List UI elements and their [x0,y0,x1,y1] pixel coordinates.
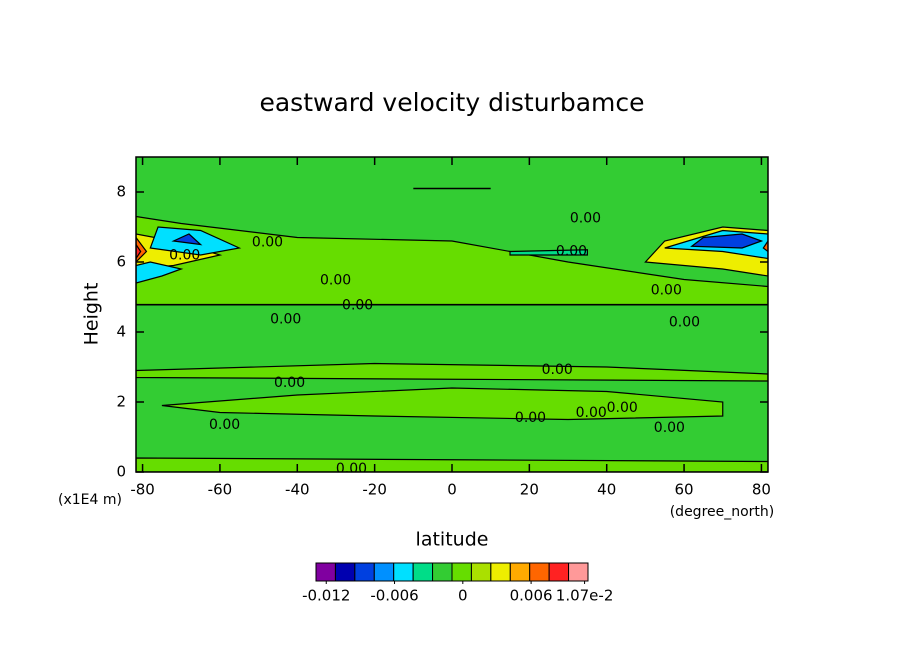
x-tick-label: 60 [675,481,694,499]
y-axis-unit: (x1E4 m) [58,492,122,508]
colorbar-swatch [451,562,472,582]
x-axis-label: latitude [416,529,489,551]
colorbar-swatch [529,562,550,582]
x-tick-label: 20 [520,481,539,499]
contour-label: 0.00 [654,420,685,436]
contour-label: 0.00 [542,362,573,378]
x-tick-label: -20 [362,481,387,499]
plot-area: 0.000.000.00 0.000.000.000.000.00 0.000.00… [136,157,768,477]
colorbar-swatch [334,562,356,582]
contour-label: 0.00 [209,417,240,433]
colorbar-swatch [354,562,375,582]
x-tick-label: 40 [597,481,616,499]
x-tick-label: -40 [285,481,310,499]
contour-label: 0.00 [651,282,682,298]
colorbar-tick-label: -0.006 [370,587,418,605]
y-tick-label: 4 [116,323,126,341]
colorbar-swatch [315,562,336,582]
colorbar-swatch [548,562,570,582]
contour-label: 0.00 [169,247,200,263]
colorbar-tick-label: -0.012 [302,587,350,605]
colorbar-swatch [412,562,434,582]
x-tick-label: 0 [447,481,457,499]
colorbar-swatch [470,562,492,582]
contour-region [762,239,768,253]
contour-label: 0.00 [270,311,301,327]
contour-label: 0.00 [274,375,305,391]
colorbar-swatch [568,562,589,582]
field-background [136,157,768,472]
contour-region [136,261,184,284]
contour-label: 0.00 [320,273,351,289]
contour-label: 0.00 [336,461,367,477]
contour-label: 0.00 [576,405,607,421]
colorbar-swatch [373,562,395,582]
y-axis-label: Height [81,283,103,346]
contour-label: 0.00 [342,297,373,313]
colorbar-tick-label: 1.07e-2 [556,587,614,605]
colorbar-swatch [432,562,453,582]
contour-region [690,233,764,249]
contour-region [136,243,142,260]
x-axis-unit: (degree_north) [670,504,775,520]
chart-title: eastward velocity disturbamce [259,88,644,117]
contour-label: 0.00 [515,410,546,426]
y-tick-label: 0 [116,463,126,481]
colorbar-tick-label: 0.006 [510,587,553,605]
contour-label: 0.00 [607,400,638,416]
contour-region [171,233,203,246]
x-tick-label: 80 [752,481,771,499]
contour-region [136,236,148,263]
colorbar-tick-label: 0 [458,587,468,605]
contour-label: 0.00 [556,244,587,260]
y-tick-label: 2 [116,393,126,411]
contour-region [509,249,588,256]
colorbar-swatch [509,562,531,582]
contour-region [161,387,724,421]
contour-label: 0.00 [570,210,601,226]
x-tick-label: -60 [208,481,233,499]
y-tick-label: 8 [116,183,126,201]
x-tick-label: -80 [130,481,155,499]
contour-label: 0.00 [669,315,700,331]
contour-label: 0.00 [252,234,283,250]
y-tick-label: 6 [116,253,126,271]
colorbar-swatch [490,562,511,582]
contour-region [136,362,768,382]
colorbar-swatch [393,562,414,582]
